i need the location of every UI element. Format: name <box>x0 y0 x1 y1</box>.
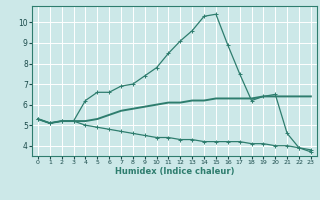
X-axis label: Humidex (Indice chaleur): Humidex (Indice chaleur) <box>115 167 234 176</box>
